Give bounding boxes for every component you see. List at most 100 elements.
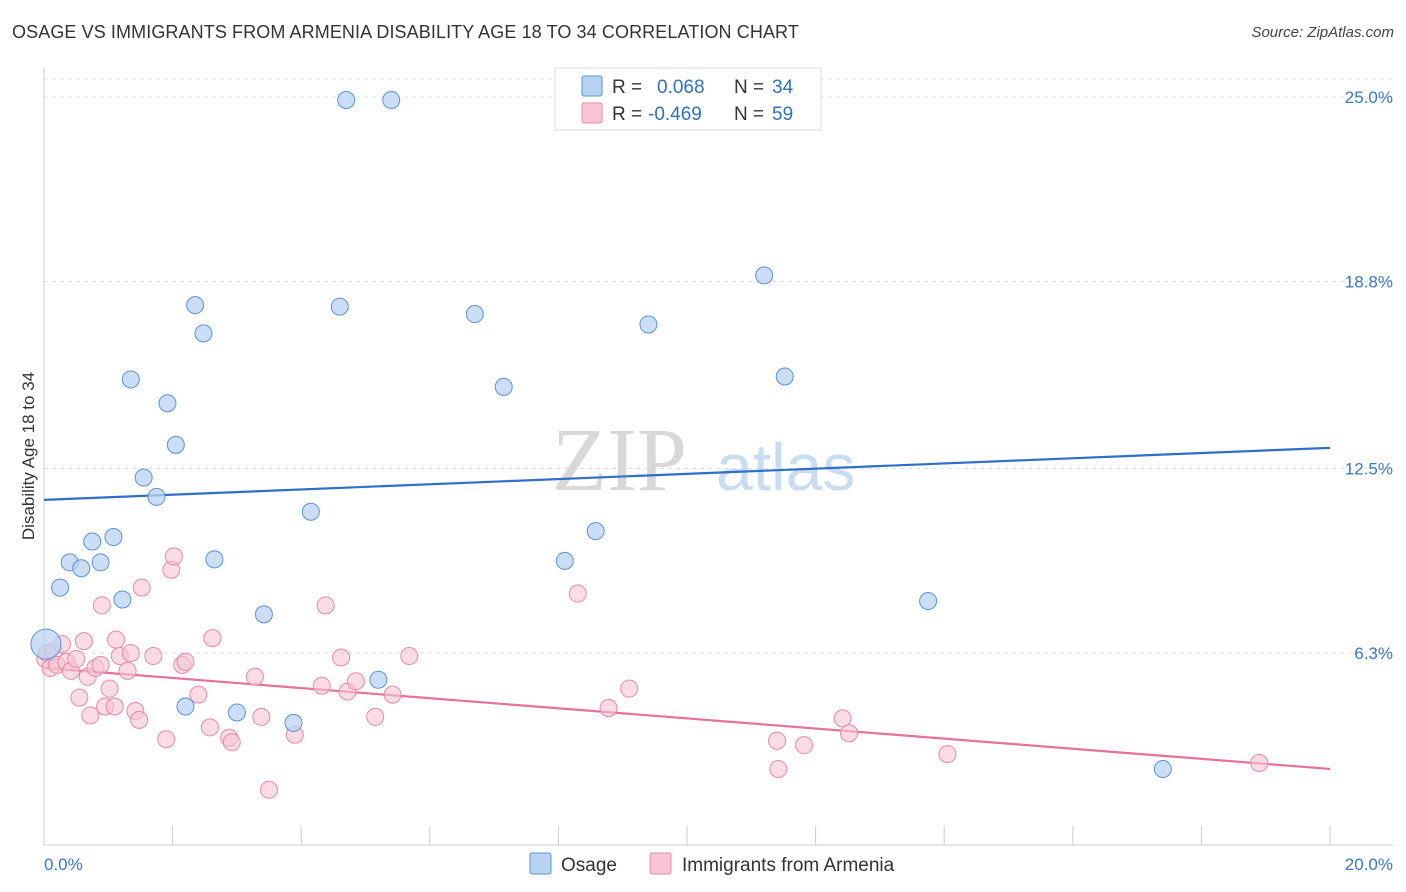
series-osage-points	[30, 90, 1172, 778]
point-armenia-39	[260, 780, 279, 799]
point-armenia-43	[332, 648, 351, 667]
point-armenia-19	[107, 630, 126, 649]
point-osage-14	[186, 296, 205, 315]
point-armenia-32	[189, 685, 208, 704]
point-osage-0	[30, 628, 62, 660]
point-armenia-58	[1250, 754, 1269, 773]
point-armenia-26	[144, 646, 163, 665]
point-osage-16	[205, 550, 224, 569]
legend-r-value-osage: 0.068	[657, 77, 705, 98]
point-armenia-21	[118, 661, 137, 680]
point-osage-28	[586, 522, 605, 541]
point-armenia-42	[316, 596, 335, 615]
point-armenia-12	[81, 706, 100, 725]
point-osage-15	[194, 324, 213, 343]
trendline-osage	[43, 446, 1331, 501]
point-armenia-38	[252, 707, 271, 726]
point-armenia-57	[938, 745, 957, 764]
point-osage-3	[72, 559, 91, 578]
point-osage-24	[382, 90, 401, 109]
point-osage-23	[369, 670, 388, 689]
legend-n-label-armenia: N =	[734, 104, 764, 125]
x-tick-label-0: 0.0%	[44, 855, 83, 874]
point-osage-33	[1153, 759, 1172, 778]
point-osage-20	[301, 502, 320, 521]
legend: R = 0.068 N = 34 R = -0.469 N = 59	[554, 67, 822, 131]
point-armenia-33	[200, 718, 219, 737]
point-osage-17	[227, 703, 246, 722]
point-osage-12	[166, 435, 185, 454]
point-armenia-49	[568, 584, 587, 603]
legend-r-label-osage: R =	[612, 77, 642, 98]
watermark: ZIP atlas	[552, 411, 855, 510]
legend-r-value-armenia: -0.469	[648, 104, 702, 125]
bottom-legend-swatch-armenia	[649, 852, 672, 875]
y-tick-labels: 6.3% 12.5% 18.8% 25.0%	[1345, 88, 1393, 663]
gridlines	[44, 78, 1393, 654]
axes	[43, 68, 1393, 846]
legend-swatch-osage	[581, 75, 603, 97]
point-osage-7	[113, 590, 132, 609]
point-armenia-22	[121, 644, 140, 662]
point-osage-9	[134, 468, 153, 487]
bottom-legend-swatch-osage	[529, 852, 552, 875]
legend-swatch-armenia	[581, 102, 603, 124]
point-armenia-36	[222, 733, 241, 752]
point-armenia-25	[132, 578, 151, 597]
point-osage-25	[465, 305, 484, 324]
legend-n-label-osage: N =	[734, 77, 764, 98]
point-osage-1	[51, 578, 70, 597]
bottom-legend-armenia: Immigrants from Armenia	[682, 855, 895, 876]
point-armenia-10	[74, 632, 93, 651]
point-armenia-31	[176, 652, 195, 671]
source-label: Source: ZipAtlas.com	[1251, 24, 1394, 41]
point-armenia-27	[157, 730, 176, 749]
point-osage-6	[104, 528, 123, 547]
point-osage-19	[284, 713, 303, 732]
point-armenia-56	[840, 724, 859, 743]
point-osage-8	[121, 370, 140, 389]
point-armenia-48	[400, 646, 419, 665]
bottom-legend: Osage Immigrants from Armenia	[529, 852, 895, 876]
y-tick-label-3: 25.0%	[1345, 88, 1393, 107]
point-osage-27	[555, 551, 574, 570]
point-armenia-55	[833, 709, 852, 728]
chart-title: OSAGE VS IMMIGRANTS FROM ARMENIA DISABIL…	[12, 22, 799, 42]
point-osage-22	[337, 90, 356, 109]
point-armenia-18	[105, 697, 124, 716]
point-armenia-8	[67, 649, 86, 668]
point-armenia-14	[91, 655, 110, 674]
point-armenia-37	[245, 667, 264, 686]
point-osage-32	[919, 591, 938, 610]
point-armenia-15	[92, 596, 111, 615]
point-armenia-9	[70, 688, 89, 707]
x-tick-label-1: 20.0%	[1345, 855, 1393, 874]
x-tick-labels: 0.0% 20.0%	[44, 855, 1393, 874]
y-axis-label: Disability Age 18 to 34	[19, 372, 38, 540]
y-tick-label-1: 12.5%	[1345, 460, 1393, 479]
point-armenia-54	[795, 736, 814, 755]
point-osage-31	[775, 367, 794, 386]
legend-r-label-armenia: R =	[612, 104, 642, 125]
point-armenia-47	[383, 685, 402, 704]
point-osage-4	[83, 532, 102, 551]
y-tick-label-0: 6.3%	[1354, 644, 1393, 663]
point-osage-26	[494, 377, 513, 396]
point-armenia-34	[203, 629, 222, 648]
bottom-legend-osage: Osage	[561, 855, 617, 876]
point-armenia-29	[164, 547, 183, 566]
point-osage-18	[254, 605, 273, 624]
point-armenia-45	[346, 672, 365, 691]
point-armenia-46	[366, 707, 385, 726]
point-armenia-17	[100, 679, 119, 698]
point-armenia-51	[620, 679, 639, 698]
point-armenia-41	[312, 676, 331, 695]
point-osage-29	[639, 315, 658, 334]
point-osage-13	[176, 697, 195, 716]
point-armenia-53	[769, 759, 788, 778]
point-armenia-24	[130, 710, 149, 729]
point-armenia-50	[599, 699, 618, 718]
legend-n-value-osage: 34	[772, 77, 794, 98]
series-armenia-points	[36, 547, 1269, 799]
